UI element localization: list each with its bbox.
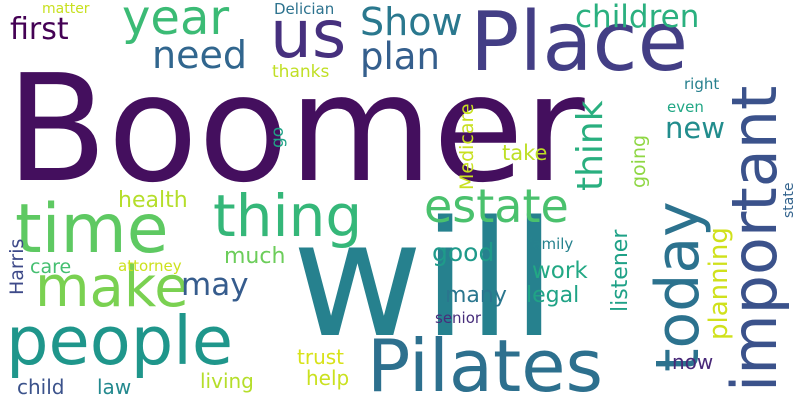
word: time — [15, 190, 169, 269]
word: trust — [297, 345, 345, 369]
word: Boomer — [6, 43, 585, 215]
word: planning — [704, 227, 734, 340]
word: go — [268, 126, 288, 148]
word: first — [10, 12, 69, 47]
word: will — [292, 186, 557, 373]
word: need — [152, 33, 247, 77]
word: care — [30, 256, 72, 278]
word: estate — [424, 179, 569, 233]
word: people — [6, 302, 234, 380]
word: now — [672, 350, 714, 374]
word: year — [122, 0, 230, 46]
word: help — [306, 366, 350, 390]
word: may — [181, 267, 249, 303]
word: us — [270, 0, 347, 73]
word: make — [35, 255, 189, 320]
word: Pilates — [367, 324, 604, 400]
word: Harris — [6, 238, 28, 295]
word: thing — [213, 182, 363, 250]
word: much — [224, 244, 286, 269]
word: think — [570, 100, 611, 191]
word: listener — [608, 229, 633, 312]
word: Show — [360, 0, 463, 44]
word: family — [527, 235, 574, 253]
word: matter — [42, 1, 90, 17]
word: children — [575, 0, 700, 35]
word: child — [17, 375, 65, 399]
word: new — [665, 111, 725, 145]
word: Place — [470, 0, 689, 90]
word: going — [628, 134, 650, 188]
word: good — [432, 238, 495, 267]
word: Medicare — [456, 103, 478, 190]
word: thanks — [272, 62, 330, 82]
word: even — [667, 98, 704, 116]
word: right — [684, 75, 720, 93]
word: living — [200, 369, 254, 393]
word: senior — [435, 309, 482, 327]
word: many — [445, 283, 507, 308]
word: take — [502, 141, 548, 165]
word: today — [643, 201, 713, 372]
word: plan — [360, 35, 440, 78]
word: work — [532, 258, 588, 284]
word: state — [781, 182, 797, 218]
word: law — [97, 375, 132, 399]
word: legal — [526, 283, 580, 308]
word: health — [118, 188, 188, 213]
word: Delician — [274, 0, 335, 18]
word: attorney — [118, 257, 182, 275]
